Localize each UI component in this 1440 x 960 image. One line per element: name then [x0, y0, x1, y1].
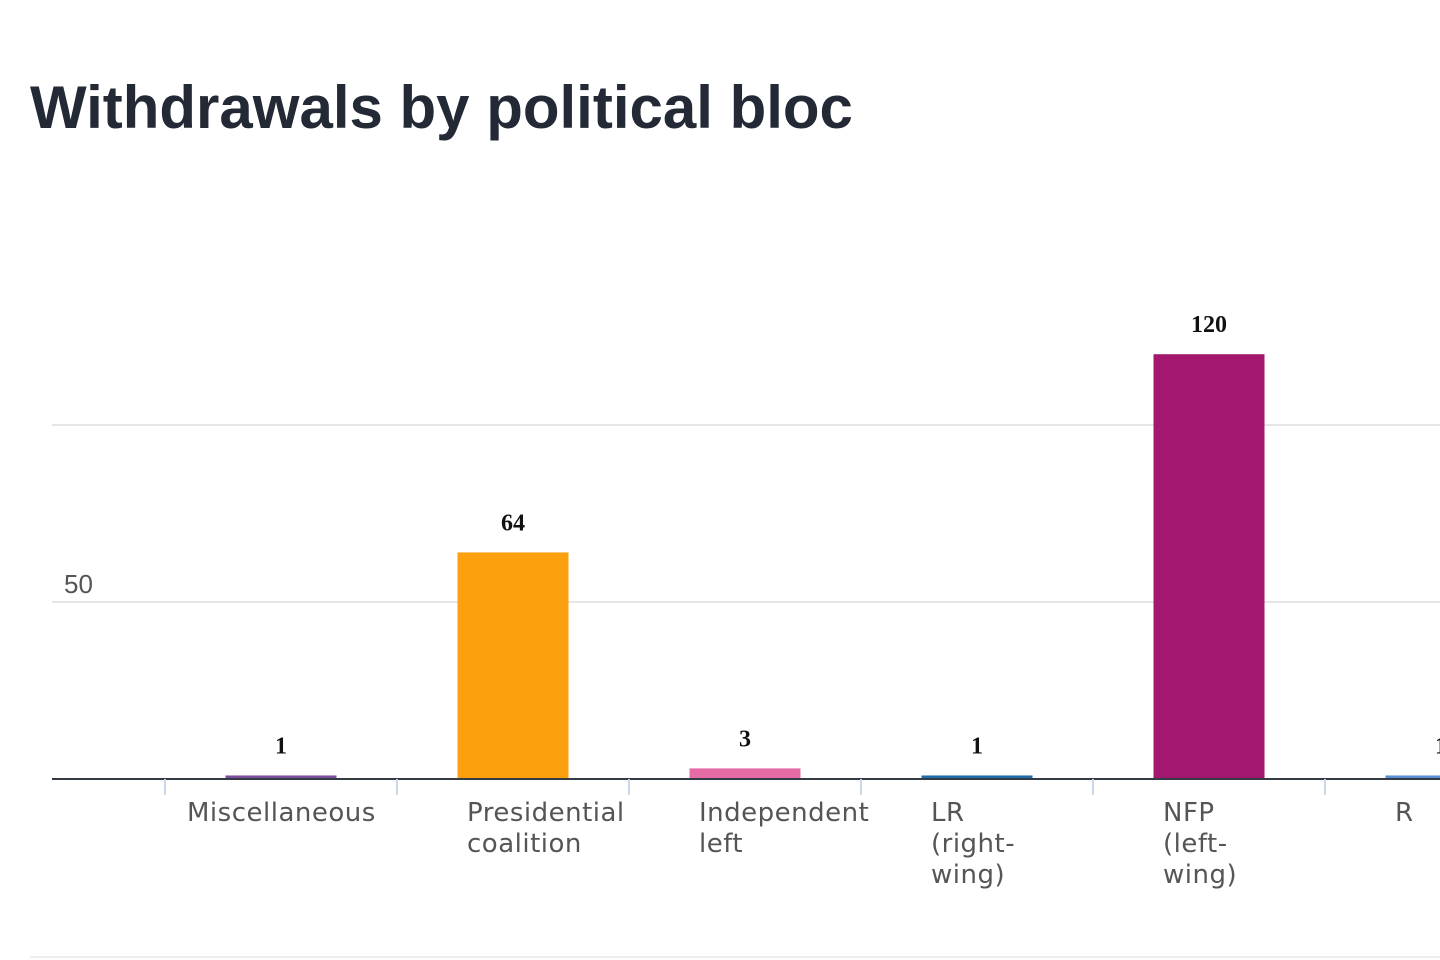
x-category-label-line: R [1395, 798, 1414, 828]
data-label: 1 [275, 733, 287, 759]
y-tick-label: 50 [64, 569, 93, 599]
x-category-label-line: coalition [467, 829, 582, 859]
x-category-label-line: Presidential [467, 798, 625, 828]
x-category-label-line: left [699, 829, 743, 859]
x-category-label-line: wing) [931, 860, 1005, 890]
x-category-label: NFP (left-wing) [1163, 798, 1237, 890]
x-category-label-line: (left- [1163, 829, 1228, 859]
data-label: 120 [1191, 312, 1227, 338]
bar [689, 768, 801, 779]
x-category-label-line: Miscellaneous [187, 798, 376, 828]
bar [921, 775, 1033, 779]
bottom-divider [30, 956, 1440, 958]
x-category-label: R [1395, 798, 1414, 828]
data-label: 64 [501, 510, 525, 536]
x-category-label-line: (right- [931, 829, 1015, 859]
x-category-label: LR (right-wing) [931, 798, 1015, 890]
bar [225, 775, 337, 779]
x-category-label-line: NFP [1163, 798, 1215, 828]
bar [1385, 775, 1440, 779]
x-category-label-line: Independent [699, 798, 869, 828]
x-category-label: Independent left [699, 798, 869, 859]
x-category-label-line: wing) [1163, 860, 1237, 890]
data-label: 1 [971, 733, 983, 759]
x-category-label-line: LR [931, 798, 965, 828]
data-label: 3 [739, 726, 751, 752]
bar [1153, 354, 1265, 779]
data-label: 1 [1435, 733, 1440, 759]
x-category-label: Presidential coalition [467, 798, 625, 859]
bar [457, 552, 569, 779]
x-category-label: Miscellaneous [187, 798, 376, 828]
chart-title: Withdrawals by political bloc [30, 74, 853, 141]
